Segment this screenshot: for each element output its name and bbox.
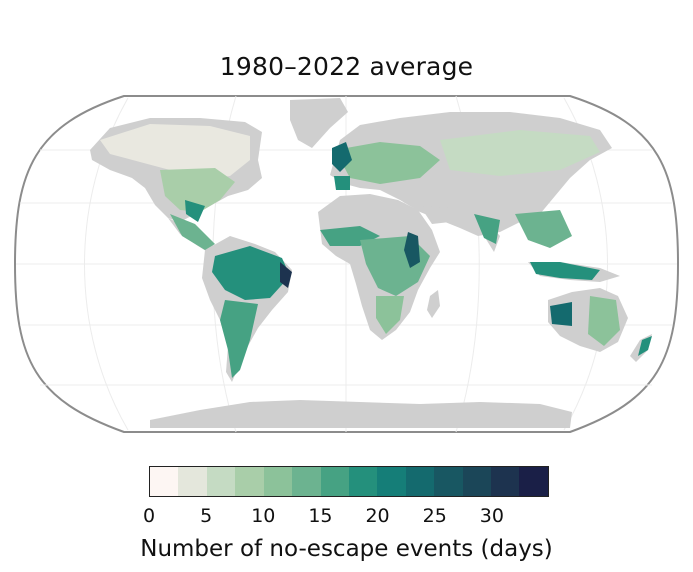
colorbar-swatch — [178, 467, 207, 496]
europe-shading — [335, 142, 440, 184]
colorbar-label: Number of no-escape events (days) — [140, 536, 553, 562]
colorbar-swatch — [462, 467, 492, 496]
colorbar-swatch — [320, 467, 349, 496]
colorbar-tick-label: 20 — [365, 505, 390, 527]
east-africa-shading — [404, 232, 420, 268]
colorbar-tick-label: 15 — [308, 505, 333, 527]
colorbar-swatch — [434, 467, 463, 496]
florida-shading — [185, 200, 205, 222]
indonesia-shading — [530, 262, 600, 280]
antarctica — [150, 400, 572, 428]
map-title: 1980–2022 average — [219, 52, 474, 81]
europe-west-shading — [332, 142, 352, 172]
colorbar-swatch — [405, 467, 435, 496]
amazon-shading — [212, 246, 290, 300]
colorbar-swatch — [263, 467, 293, 496]
greenland — [290, 98, 348, 148]
colorbar-swatch — [491, 467, 520, 496]
australia-east-shading — [588, 296, 620, 346]
colorbar-swatch — [235, 467, 264, 496]
eastern-us-shading — [160, 168, 235, 212]
event-shading — [100, 124, 652, 378]
iberia-shading — [334, 176, 350, 190]
southern-sa-shading — [220, 300, 258, 378]
colorbar-tick-label: 0 — [142, 505, 156, 527]
australia-west-shading — [550, 302, 572, 326]
colorbar — [149, 466, 549, 497]
arabia-india — [420, 206, 500, 252]
colorbar-tick-label: 10 — [251, 505, 276, 527]
colorbar-tick-label: 5 — [200, 505, 213, 527]
colorbar-swatch — [348, 467, 378, 496]
colorbar-swatch — [377, 467, 406, 496]
colorbar-tick-label: 25 — [422, 505, 447, 527]
se-asia-shading — [515, 210, 572, 248]
nz-shading — [638, 336, 652, 356]
mexico-shading — [170, 214, 215, 250]
brazil-coast-shading — [280, 262, 292, 288]
asia-shading — [440, 130, 600, 176]
colorbar-swatch — [206, 467, 236, 496]
colorbar-ticks: 0 5 10 15 20 25 30 — [143, 505, 549, 529]
madagascar — [427, 290, 440, 318]
world-map — [13, 95, 680, 433]
southern-africa-shading — [376, 296, 404, 334]
colorbar-swatch — [519, 467, 548, 496]
colorbar-swatch — [292, 467, 321, 496]
na-low-shading — [100, 124, 250, 180]
india-shading — [474, 214, 500, 244]
colorbar-swatch — [150, 467, 179, 496]
colorbar-tick-label: 30 — [479, 505, 504, 527]
